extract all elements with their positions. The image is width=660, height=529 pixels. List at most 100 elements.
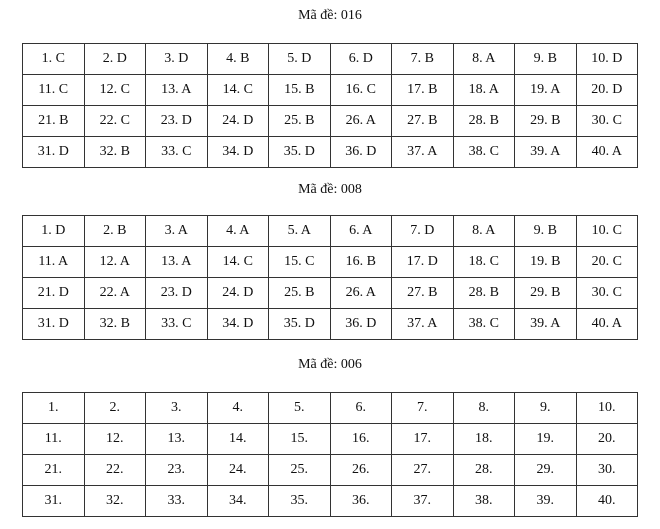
table-row: 1. D 2. B 3. A 4. A 5. A 6. A 7. D 8. A 9. B 10. … — [22, 215, 638, 247]
answer-cell: 10. C — [575, 215, 638, 247]
answer-cell: 28. B — [452, 105, 515, 137]
answer-cell: 38. C — [452, 136, 515, 168]
answer-cell: 39. A — [514, 136, 577, 168]
answer-cell: 27. B — [391, 277, 454, 309]
answer-cell: 33. — [145, 485, 208, 517]
answer-cell: 31. D — [22, 136, 85, 168]
answer-cell: 7. B — [391, 43, 454, 75]
answer-cell: 13. A — [145, 246, 208, 278]
table-row: 11. A 12. A 13. A 14. C 15. C 16. B 17. D 18. C… — [22, 246, 638, 278]
answer-cell: 8. — [452, 392, 515, 424]
answer-cell: 9. — [514, 392, 577, 424]
table-row: 31. D 32. B 33. C 34. D 35. D 36. D 37. A 38. C… — [22, 308, 638, 340]
answer-cell: 14. C — [206, 74, 269, 106]
answer-cell: 18. A — [452, 74, 515, 106]
answer-cell: 22. A — [83, 277, 146, 309]
answer-cell: 23. D — [145, 105, 208, 137]
answer-cell: 15. — [268, 423, 331, 455]
answer-cell: 22. C — [83, 105, 146, 137]
answer-cell: 28. — [452, 454, 515, 486]
answer-cell: 32. — [83, 485, 146, 517]
answer-cell: 40. — [575, 485, 638, 517]
answer-cell: 39. — [514, 485, 577, 517]
answer-cell: 6. D — [329, 43, 392, 75]
table-row: 31. 32. 33. 34. 35. 36. 37. 38. 39. 40. — [22, 485, 638, 517]
answer-cell: 27. B — [391, 105, 454, 137]
answer-cell: 8. A — [452, 215, 515, 247]
answer-cell: 4. — [206, 392, 269, 424]
answer-cell: 29. B — [514, 105, 577, 137]
answer-cell: 19. A — [514, 74, 577, 106]
answer-cell: 37. A — [391, 308, 454, 340]
answer-cell: 3. — [145, 392, 208, 424]
answer-cell: 26. — [329, 454, 392, 486]
answer-cell: 25. B — [268, 105, 331, 137]
answer-cell: 29. — [514, 454, 577, 486]
table-row: 21. D 22. A 23. D 24. D 25. B 26. A 27. B 28. B… — [22, 277, 638, 309]
answer-cell: 1. C — [22, 43, 85, 75]
answer-cell: 39. A — [514, 308, 577, 340]
answer-cell: 20. D — [575, 74, 638, 106]
answer-cell: 4. B — [206, 43, 269, 75]
answer-cell: 6. — [329, 392, 392, 424]
answer-cell: 19. B — [514, 246, 577, 278]
answer-cell: 12. C — [83, 74, 146, 106]
section-title-016: Mã đề: 016 — [298, 8, 362, 23]
answer-cell: 8. A — [452, 43, 515, 75]
answer-cell: 10. — [575, 392, 638, 424]
answer-cell: 35. — [268, 485, 331, 517]
table-row: 21. B 22. C 23. D 24. D 25. B 26. A 27. B 28. B… — [22, 105, 638, 137]
table-row: 21. 22. 23. 24. 25. 26. 27. 28. 29. 30. — [22, 454, 638, 486]
answer-cell: 13. A — [145, 74, 208, 106]
answer-cell: 3. D — [145, 43, 208, 75]
answer-cell: 24. D — [206, 105, 269, 137]
answer-cell: 3. A — [145, 215, 208, 247]
answer-cell: 30. — [575, 454, 638, 486]
answer-cell: 36. D — [329, 308, 392, 340]
answer-cell: 31. D — [22, 308, 85, 340]
answer-cell: 37. A — [391, 136, 454, 168]
answer-cell: 5. A — [268, 215, 331, 247]
answer-cell: 15. B — [268, 74, 331, 106]
answer-cell: 33. C — [145, 136, 208, 168]
answer-cell: 37. — [391, 485, 454, 517]
section-title-008: Mã đề: 008 — [298, 182, 362, 197]
answer-cell: 11. — [22, 423, 85, 455]
answer-cell: 26. A — [329, 277, 392, 309]
answer-cell: 32. B — [83, 136, 146, 168]
answer-cell: 18. — [452, 423, 515, 455]
answer-table-016: 1. C 2. D 3. D 4. B 5. D 6. D 7. B 8. A 9. B 10. … — [22, 43, 638, 168]
answer-cell: 32. B — [83, 308, 146, 340]
answer-cell: 13. — [145, 423, 208, 455]
answer-cell: 35. D — [268, 308, 331, 340]
answer-cell: 27. — [391, 454, 454, 486]
answer-cell: 26. A — [329, 105, 392, 137]
answer-cell: 40. A — [575, 308, 638, 340]
answer-cell: 34. — [206, 485, 269, 517]
answer-cell: 33. C — [145, 308, 208, 340]
answer-cell: 23. — [145, 454, 208, 486]
table-row: 31. D 32. B 33. C 34. D 35. D 36. D 37. A 38. C… — [22, 136, 638, 168]
answer-cell: 34. D — [206, 136, 269, 168]
answer-cell: 14. — [206, 423, 269, 455]
answer-cell: 7. — [391, 392, 454, 424]
answer-cell: 30. C — [575, 105, 638, 137]
answer-cell: 6. A — [329, 215, 392, 247]
answer-cell: 21. D — [22, 277, 85, 309]
answer-cell: 9. B — [514, 215, 577, 247]
answer-cell: 20. — [575, 423, 638, 455]
answer-cell: 12. — [83, 423, 146, 455]
answer-cell: 20. C — [575, 246, 638, 278]
answer-cell: 17. B — [391, 74, 454, 106]
answer-cell: 21. B — [22, 105, 85, 137]
answer-cell: 4. A — [206, 215, 269, 247]
answer-cell: 2. B — [83, 215, 146, 247]
answer-cell: 38. C — [452, 308, 515, 340]
answer-cell: 9. B — [514, 43, 577, 75]
answer-cell: 10. D — [575, 43, 638, 75]
answer-cell: 30. C — [575, 277, 638, 309]
answer-cell: 22. — [83, 454, 146, 486]
answer-cell: 5. D — [268, 43, 331, 75]
answer-cell: 2. — [83, 392, 146, 424]
answer-cell: 16. — [329, 423, 392, 455]
